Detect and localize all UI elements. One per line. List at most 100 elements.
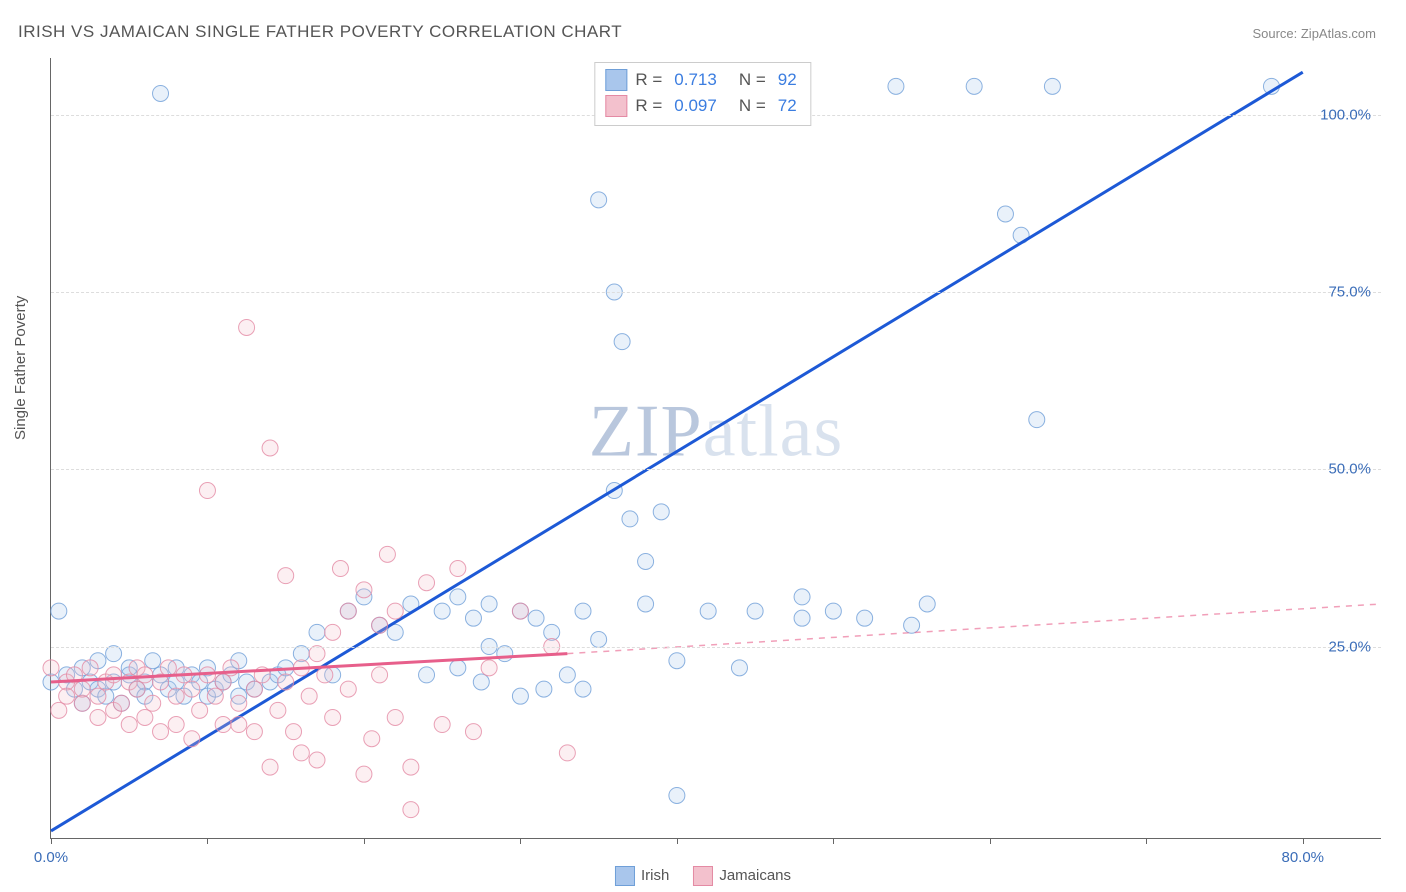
scatter-point <box>262 440 278 456</box>
r-value: 0.713 <box>674 70 717 90</box>
legend-swatch <box>615 866 635 886</box>
scatter-point <box>997 206 1013 222</box>
scatter-point <box>215 674 231 690</box>
bottom-legend: Irish Jamaicans <box>615 866 791 886</box>
scatter-point <box>59 688 75 704</box>
scatter-point <box>653 504 669 520</box>
scatter-point <box>544 624 560 640</box>
scatter-point <box>309 646 325 662</box>
scatter-point <box>536 681 552 697</box>
scatter-point <box>747 603 763 619</box>
y-tick-label: 75.0% <box>1328 284 1371 301</box>
chart-title: IRISH VS JAMAICAN SINGLE FATHER POVERTY … <box>18 22 622 42</box>
scatter-point <box>387 709 403 725</box>
scatter-point <box>465 610 481 626</box>
scatter-point <box>309 624 325 640</box>
scatter-point <box>638 553 654 569</box>
scatter-point <box>340 603 356 619</box>
scatter-point <box>121 717 137 733</box>
source-attribution: Source: ZipAtlas.com <box>1252 26 1376 41</box>
scatter-point <box>419 575 435 591</box>
scatter-point <box>168 717 184 733</box>
scatter-point <box>90 688 106 704</box>
scatter-svg <box>51 58 1381 838</box>
y-axis-label: Single Father Poverty <box>12 296 29 440</box>
scatter-point <box>82 660 98 676</box>
scatter-point <box>74 681 90 697</box>
scatter-point <box>904 617 920 633</box>
scatter-point <box>51 702 67 718</box>
scatter-point <box>372 617 388 633</box>
x-tick <box>1146 838 1147 844</box>
scatter-point <box>340 681 356 697</box>
scatter-point <box>450 660 466 676</box>
scatter-point <box>379 546 395 562</box>
gridline <box>51 469 1381 470</box>
scatter-point <box>74 695 90 711</box>
scatter-point <box>153 85 169 101</box>
n-label: N = <box>739 96 766 116</box>
legend-item: Irish <box>615 866 669 886</box>
scatter-point <box>113 695 129 711</box>
scatter-point <box>239 319 255 335</box>
r-value: 0.097 <box>674 96 717 116</box>
scatter-point <box>481 660 497 676</box>
scatter-point <box>575 681 591 697</box>
scatter-point <box>90 709 106 725</box>
x-tick <box>51 838 52 844</box>
scatter-point <box>192 702 208 718</box>
plot-area: ZIPatlas 25.0%50.0%75.0%100.0%0.0%80.0% <box>50 58 1381 839</box>
scatter-point <box>145 653 161 669</box>
scatter-point <box>700 603 716 619</box>
scatter-point <box>857 610 873 626</box>
source-link[interactable]: ZipAtlas.com <box>1301 26 1376 41</box>
scatter-point <box>575 603 591 619</box>
scatter-point <box>888 78 904 94</box>
scatter-point <box>638 596 654 612</box>
scatter-point <box>497 646 513 662</box>
scatter-point <box>481 596 497 612</box>
scatter-point <box>614 334 630 350</box>
scatter-point <box>325 709 341 725</box>
scatter-point <box>332 561 348 577</box>
scatter-point <box>293 745 309 761</box>
x-tick-label: 0.0% <box>34 849 68 866</box>
scatter-point <box>669 787 685 803</box>
scatter-point <box>168 688 184 704</box>
scatter-point <box>669 653 685 669</box>
legend-label: Jamaicans <box>719 867 791 884</box>
scatter-point <box>317 667 333 683</box>
scatter-point <box>465 724 481 740</box>
x-tick <box>833 838 834 844</box>
x-tick <box>364 838 365 844</box>
legend-label: Irish <box>641 867 669 884</box>
y-tick-label: 100.0% <box>1320 106 1371 123</box>
scatter-point <box>528 610 544 626</box>
y-tick-label: 25.0% <box>1328 638 1371 655</box>
legend-swatch <box>693 866 713 886</box>
scatter-point <box>559 745 575 761</box>
scatter-point <box>325 624 341 640</box>
x-tick <box>1303 838 1304 844</box>
y-tick-label: 50.0% <box>1328 461 1371 478</box>
gridline <box>51 292 1381 293</box>
n-value: 72 <box>778 96 797 116</box>
x-tick <box>207 838 208 844</box>
scatter-point <box>403 802 419 818</box>
scatter-point <box>794 610 810 626</box>
scatter-point <box>246 724 262 740</box>
r-label: R = <box>635 70 662 90</box>
scatter-point <box>364 731 380 747</box>
scatter-point <box>512 603 528 619</box>
scatter-point <box>278 674 294 690</box>
x-tick <box>520 838 521 844</box>
x-tick <box>677 838 678 844</box>
scatter-point <box>262 759 278 775</box>
stats-legend-box: R =0.713N =92R =0.097N =72 <box>594 62 811 126</box>
gridline <box>51 647 1381 648</box>
x-tick-label: 80.0% <box>1281 849 1324 866</box>
scatter-point <box>286 724 302 740</box>
scatter-point <box>1029 412 1045 428</box>
scatter-point <box>731 660 747 676</box>
scatter-point <box>403 759 419 775</box>
